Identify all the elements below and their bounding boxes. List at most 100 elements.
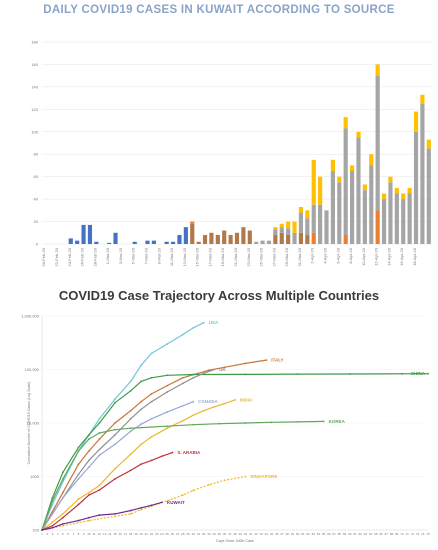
x-tick-label: 4-Apr-20 — [323, 247, 328, 263]
data-point-canada — [114, 443, 116, 446]
data-point-korea — [218, 422, 221, 425]
bar-gray — [369, 165, 374, 244]
data-point-s-arabia — [51, 524, 54, 527]
data-point-s-arabia — [161, 455, 163, 458]
data-point-canada — [129, 430, 132, 433]
x-tick-label: 56 — [327, 532, 331, 536]
bar-blue — [145, 240, 150, 244]
x-tick-label: 2 — [46, 532, 48, 536]
data-point-italy — [88, 450, 90, 452]
data-point-usa — [129, 380, 132, 383]
bar-blue — [183, 227, 188, 244]
bar-blue — [151, 240, 156, 244]
data-point-china — [296, 373, 299, 376]
data-point-kuwait — [161, 501, 163, 504]
data-point-italy — [181, 376, 184, 379]
series-label-korea: KOREA — [329, 419, 346, 424]
x-tick-label: 39 — [239, 532, 243, 536]
y-tick-label: 100 — [32, 528, 39, 533]
bar-gold — [381, 193, 387, 200]
series-line-korea — [41, 420, 324, 531]
data-point-italy — [244, 362, 247, 365]
bar-brown — [279, 232, 284, 244]
data-point-uk — [98, 448, 101, 451]
x-tick-label: 15-Mar-20 — [195, 247, 200, 266]
data-point-s-arabia — [150, 459, 153, 462]
x-tick-label: 30 — [192, 532, 196, 536]
x-tick-label: 35 — [218, 532, 222, 536]
bar-gray — [266, 240, 272, 244]
bar-brown — [286, 235, 291, 244]
bar-gray — [318, 204, 323, 244]
x-tick-label: 20-Feb-20 — [41, 247, 46, 266]
data-point-canada — [150, 417, 153, 420]
data-point-india — [181, 419, 184, 422]
x-tick-label: 59 — [343, 532, 347, 536]
data-point-canada — [98, 454, 101, 457]
data-point-uk — [181, 382, 184, 385]
data-point-kuwait — [51, 526, 54, 529]
bar-blue — [170, 241, 176, 244]
x-tick-label: 21-Mar-20 — [233, 247, 238, 266]
series-label-singapore: SINGAPORE — [250, 474, 277, 479]
bar-gray — [356, 137, 361, 244]
y-tick-label: 160 — [31, 62, 38, 67]
y-axis-label: Cumulative Number of COVID19 Cases (Log … — [27, 382, 31, 465]
x-tick-label: 34 — [212, 532, 216, 536]
bar-gray — [286, 228, 291, 236]
x-tick-label: 14-Apr-20 — [386, 247, 391, 266]
data-point-s-arabia — [77, 503, 80, 506]
data-point-s-arabia — [114, 478, 116, 480]
bar-gray — [362, 190, 367, 244]
data-point-india — [129, 453, 132, 456]
data-point-korea — [296, 420, 299, 423]
data-point-usa — [114, 398, 116, 400]
bar-blue — [132, 241, 137, 244]
x-tick-label: 3 — [52, 532, 54, 536]
x-tick-label: 25-Mar-20 — [259, 247, 264, 266]
data-point-singapore — [181, 494, 184, 496]
x-tick-label: 12 — [98, 532, 102, 536]
data-point-usa — [150, 352, 153, 355]
x-tick-label: 40 — [244, 532, 248, 536]
data-point-korea — [114, 428, 116, 431]
series-label-italy: ITALY — [271, 358, 283, 363]
series-label-canada: CANADA — [198, 399, 218, 404]
bar-gray — [337, 182, 342, 244]
data-point-canada — [51, 512, 54, 515]
bar-blue — [75, 240, 80, 244]
x-tick-label: 45 — [270, 532, 274, 536]
x-tick-label: 18 — [129, 532, 133, 536]
x-tick-label: 69 — [395, 532, 399, 536]
x-tick-label: 25 — [166, 532, 170, 536]
series-label-kuwait: KUWAIT — [167, 500, 185, 505]
data-point-usa — [98, 417, 101, 420]
x-tick-label: 47 — [280, 532, 284, 536]
y-tick-label: 10,000 — [27, 421, 40, 426]
data-point-canada — [140, 423, 143, 426]
x-tick-label: 33 — [207, 532, 211, 536]
bar-gray — [330, 171, 335, 244]
y-tick-label: 60 — [34, 174, 39, 179]
x-tick-label: 70 — [400, 532, 404, 536]
series-label-india: INDIA — [240, 397, 253, 402]
data-point-uk — [166, 391, 169, 393]
x-tick-label: 4 — [57, 532, 59, 536]
bar-brown — [241, 227, 246, 244]
x-tick-label: 48 — [285, 532, 289, 536]
bar-gold — [407, 187, 412, 194]
bar-brown — [273, 235, 278, 244]
data-point-italy — [61, 491, 64, 494]
data-point-india — [98, 484, 101, 487]
x-tick-label: 15 — [113, 532, 117, 536]
data-point-china — [88, 433, 90, 436]
x-tick-label: 75 — [426, 532, 430, 536]
x-tick-label: 43 — [259, 532, 263, 536]
x-tick-label: 53 — [312, 532, 316, 536]
data-point-s-arabia — [140, 463, 143, 466]
data-point-canada — [77, 478, 80, 480]
data-point-india — [114, 467, 116, 470]
data-point-italy — [265, 359, 268, 361]
data-point-india — [234, 399, 236, 401]
bar-blue — [87, 224, 93, 244]
